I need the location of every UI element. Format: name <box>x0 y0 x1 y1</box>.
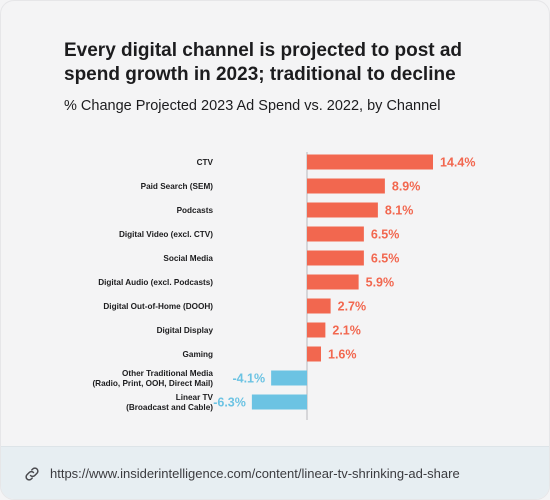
category-label: Social Media <box>163 254 213 263</box>
chart-title: Every digital channel is projected to po… <box>64 40 463 85</box>
category-label: Podcasts <box>177 206 214 215</box>
category-label: Other Traditional Media (Radio, Print, OO… <box>92 369 213 388</box>
category-label: Digital Audio (excl. Podcasts) <box>98 278 213 287</box>
bar <box>307 322 326 338</box>
data-label: 1.6% <box>328 348 357 362</box>
category-label: Digital Video (excl. CTV) <box>119 230 213 239</box>
bar <box>307 202 378 218</box>
data-label: 2.1% <box>332 324 361 338</box>
data-label: 14.4% <box>440 156 475 170</box>
bar <box>307 250 364 266</box>
data-label: 6.5% <box>371 252 400 266</box>
source-footer: https://www.insiderintelligence.com/cont… <box>1 446 549 499</box>
data-label: -4.1% <box>232 372 265 386</box>
category-label: Digital Out-of-Home (DOOH) <box>103 302 213 311</box>
category-label: Gaming <box>183 350 213 359</box>
bar <box>307 226 364 242</box>
data-label: 5.9% <box>366 276 395 290</box>
data-label: 6.5% <box>371 228 400 242</box>
data-label: 2.7% <box>338 300 367 314</box>
category-label: CTV <box>197 158 214 167</box>
bar <box>307 346 321 362</box>
link-icon <box>25 467 39 481</box>
bar <box>271 370 307 386</box>
data-label: 8.9% <box>392 180 421 194</box>
category-label: Digital Display <box>157 326 214 335</box>
bar <box>251 394 307 410</box>
data-label: 8.1% <box>385 204 414 218</box>
data-label: -6.3% <box>213 396 246 410</box>
bar <box>307 298 331 314</box>
chart-subtitle: % Change Projected 2023 Ad Spend vs. 202… <box>64 98 441 114</box>
bar-chart: 14.4% CTV 8.9% Paid Search (SEM) 8.1% Podcast… <box>92 152 475 420</box>
bar <box>307 274 359 290</box>
category-label: Linear TV (Broadcast and Cable) <box>126 393 213 412</box>
bar <box>307 154 433 170</box>
source-url[interactable]: https://www.insiderintelligence.com/cont… <box>50 466 460 481</box>
category-label: Paid Search (SEM) <box>141 182 214 191</box>
bar <box>307 178 385 194</box>
